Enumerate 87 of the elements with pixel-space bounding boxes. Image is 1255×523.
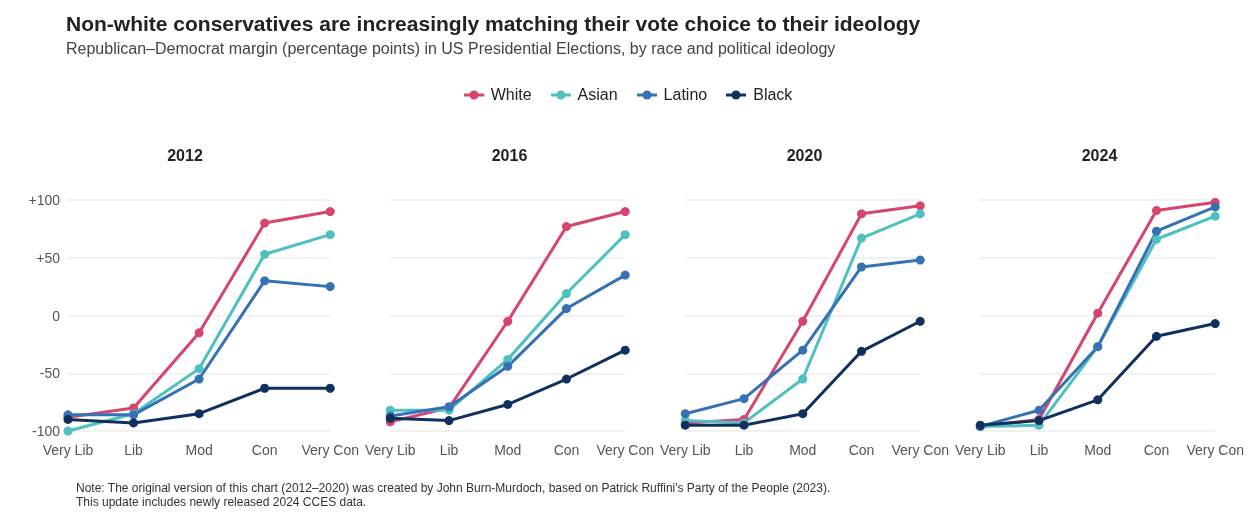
text: Republican–Democrat margin (percentage points) in US Presidential Elections, by race and political ideology [66,40,837,58]
y-tick-label: 0 [52,307,61,324]
point [194,409,204,419]
point [620,345,630,355]
point [561,289,571,299]
x-tick-label: Mod [185,442,213,458]
point [620,207,630,217]
x-tick-label: Very Con [891,442,949,458]
x-tick-label: Mod [494,442,522,458]
chart-title: 2016 [491,146,528,164]
chart-title: 2020 [786,146,823,164]
point [260,218,270,228]
chart-title: 2024 [1081,146,1118,164]
point [1151,331,1161,341]
point [915,201,925,211]
x-tick-label: Con [251,442,278,458]
point [503,361,513,371]
x-tick-label: Con [1143,442,1170,458]
point [325,282,335,292]
x-tick-label: Con [553,442,580,458]
text: This update includes newly released 2024 CCES data. [76,495,368,509]
x-tick-label: Lib [439,442,459,458]
point [1210,319,1220,329]
y-tick-label: +50 [36,249,61,266]
x-tick-label: Con [848,442,875,458]
point [325,207,335,217]
point [1151,226,1161,236]
point [620,230,630,240]
point [915,209,925,219]
point [1093,395,1103,405]
point [915,316,925,326]
x-tick-label: Very Con [1186,442,1244,458]
point [561,374,571,384]
point [260,276,270,286]
point [1210,211,1220,221]
point [739,394,749,404]
text: Note: The original version of this chart (2012–2020) was created by John Burn-Murdoch, based on Patrick Ruffini's Party of the People (2023). [76,481,832,495]
point [194,364,204,374]
x-tick-label: Very Lib [365,442,416,458]
point [444,416,454,426]
legend-label: Latino [663,86,708,104]
point [915,255,925,265]
point [1034,405,1044,415]
legend-label: Asian [577,86,618,104]
point [1093,308,1103,318]
point [561,304,571,314]
point [856,209,866,219]
point [680,409,690,419]
point [798,409,808,419]
x-tick-label: Mod [789,442,817,458]
x-tick-label: Very Lib [42,442,94,458]
point [856,262,866,272]
point [856,346,866,356]
point [856,233,866,243]
text: Non-white conservatives are increasingly matching their vote choice to their ideology [66,12,922,36]
point [798,345,808,355]
point [561,222,571,232]
point [798,374,808,384]
y-tick-label: -50 [39,365,61,382]
x-tick-label: Lib [734,442,754,458]
point [503,316,513,326]
point [798,316,808,326]
x-tick-label: Very Lib [660,442,711,458]
chart-title: 2012 [167,146,203,164]
point [503,399,513,409]
point [325,230,335,240]
point [260,249,270,259]
point [129,418,139,428]
point [325,383,335,393]
point [63,426,73,436]
legend-label: Black [753,86,793,104]
point [1210,202,1220,212]
point [260,383,270,393]
point [1151,234,1161,244]
x-tick-label: Very Con [596,442,654,458]
y-tick-label: +100 [28,192,61,208]
x-tick-label: Lib [124,442,144,458]
x-tick-label: Very Lib [955,442,1006,458]
point [1151,205,1161,215]
x-tick-label: Very Con [301,442,359,458]
point [194,328,204,338]
point [194,374,204,384]
point [620,270,630,280]
y-tick-label: -100 [31,423,61,439]
legend-label: White [490,86,532,104]
x-tick-label: Mod [1084,442,1112,458]
x-tick-label: Lib [1029,442,1049,458]
